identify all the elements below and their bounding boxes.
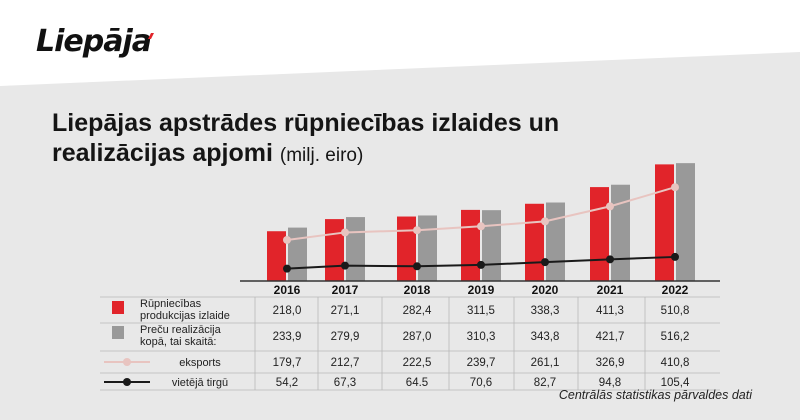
value-output-2017: 271,1 bbox=[331, 305, 360, 317]
value-domestic-2018: 64.5 bbox=[406, 377, 428, 389]
value-domestic-2020: 82,7 bbox=[534, 377, 556, 389]
value-output-2016: 218,0 bbox=[273, 305, 302, 317]
value-export-2021: 326,9 bbox=[596, 357, 625, 369]
value-domestic-2021: 94,8 bbox=[599, 377, 621, 389]
year-label-2021: 2021 bbox=[597, 283, 624, 297]
domestic-point-2017 bbox=[341, 261, 349, 270]
domestic-point-2020 bbox=[541, 258, 549, 267]
row-label-export: eksports bbox=[179, 357, 221, 369]
value-domestic-2016: 54,2 bbox=[276, 377, 298, 389]
domestic-point-2018 bbox=[413, 262, 421, 271]
logo-dot-icon bbox=[148, 33, 154, 39]
year-label-2017: 2017 bbox=[332, 283, 359, 297]
bar-output-2021 bbox=[590, 187, 609, 281]
bar-sales-2021 bbox=[611, 184, 630, 281]
bar-output-2019 bbox=[461, 209, 480, 281]
bar-output-2017 bbox=[325, 219, 344, 281]
export-point-2017 bbox=[341, 228, 349, 237]
value-output-2020: 338,3 bbox=[531, 305, 560, 317]
value-sales-2022: 516,2 bbox=[661, 331, 690, 343]
export-point-2016 bbox=[283, 235, 291, 244]
bar-output-2016 bbox=[267, 231, 286, 281]
domestic-point-2019 bbox=[477, 260, 485, 269]
domestic-point-2021 bbox=[606, 255, 614, 264]
value-sales-2016: 233,9 bbox=[273, 331, 302, 343]
row-label-output-2: produkcijas izlaide bbox=[140, 310, 230, 322]
export-point-2020 bbox=[541, 217, 549, 226]
value-export-2017: 212,7 bbox=[331, 357, 360, 369]
domestic-point-2016 bbox=[283, 264, 291, 273]
year-label-2018: 2018 bbox=[404, 283, 431, 297]
value-sales-2017: 279,9 bbox=[331, 331, 360, 343]
value-sales-2019: 310,3 bbox=[467, 331, 496, 343]
export-point-2019 bbox=[477, 222, 485, 231]
year-label-2016: 2016 bbox=[274, 283, 301, 297]
value-export-2019: 239,7 bbox=[467, 357, 496, 369]
bar-output-2018 bbox=[397, 216, 416, 281]
bar-sales-2019 bbox=[482, 210, 501, 281]
value-domestic-2017: 67,3 bbox=[334, 377, 356, 389]
chart-title: Liepājas apstrādes rūpniecības izlaides … bbox=[52, 108, 612, 171]
value-export-2022: 410,8 bbox=[661, 357, 690, 369]
value-sales-2021: 421,7 bbox=[596, 331, 625, 343]
export-point-2021 bbox=[606, 202, 614, 211]
value-sales-2018: 287,0 bbox=[403, 331, 432, 343]
bar-output-2020 bbox=[525, 203, 544, 281]
bar-sales-2018 bbox=[418, 215, 437, 281]
bar-sales-2017 bbox=[346, 217, 365, 281]
value-export-2018: 222,5 bbox=[403, 357, 432, 369]
year-label-2022: 2022 bbox=[662, 283, 689, 297]
legend-export-marker bbox=[123, 358, 131, 366]
legend-domestic-marker bbox=[123, 378, 131, 386]
bar-sales-2020 bbox=[546, 202, 565, 281]
bar-sales-2016 bbox=[288, 227, 307, 281]
bar-sales-2022 bbox=[676, 163, 695, 281]
value-output-2018: 282,4 bbox=[403, 305, 432, 317]
bar-output-2022 bbox=[655, 164, 674, 281]
value-output-2019: 311,5 bbox=[467, 305, 495, 317]
title-main: Liepājas apstrādes rūpniecības izlaides … bbox=[52, 109, 560, 167]
row-label-output-1: Rūpniecības bbox=[140, 298, 202, 310]
value-output-2021: 411,3 bbox=[596, 305, 624, 317]
value-domestic-2019: 70,6 bbox=[470, 377, 492, 389]
value-sales-2020: 343,8 bbox=[531, 331, 560, 343]
row-label-sales-2: kopā, tai skaitā: bbox=[140, 336, 216, 348]
row-label-sales-1: Preču realizācija bbox=[140, 324, 222, 336]
year-label-2019: 2019 bbox=[468, 283, 495, 297]
source-note: Centrālās statistikas pārvaldes dati bbox=[558, 388, 752, 402]
export-point-2022 bbox=[671, 183, 679, 192]
export-point-2018 bbox=[413, 226, 421, 235]
title-unit: (milj. eiro) bbox=[279, 145, 364, 166]
year-label-2020: 2020 bbox=[532, 283, 559, 297]
domestic-point-2022 bbox=[671, 252, 679, 261]
value-export-2016: 179,7 bbox=[273, 357, 302, 369]
value-domestic-2022: 105,4 bbox=[661, 377, 690, 389]
value-output-2022: 510,8 bbox=[661, 305, 690, 317]
legend-sales-swatch bbox=[112, 326, 124, 339]
liepaja-logo: Liepāja bbox=[36, 24, 152, 59]
value-export-2020: 261,1 bbox=[531, 357, 560, 369]
row-label-domestic: vietējā tirgū bbox=[172, 377, 228, 389]
legend-output-swatch bbox=[112, 301, 124, 314]
